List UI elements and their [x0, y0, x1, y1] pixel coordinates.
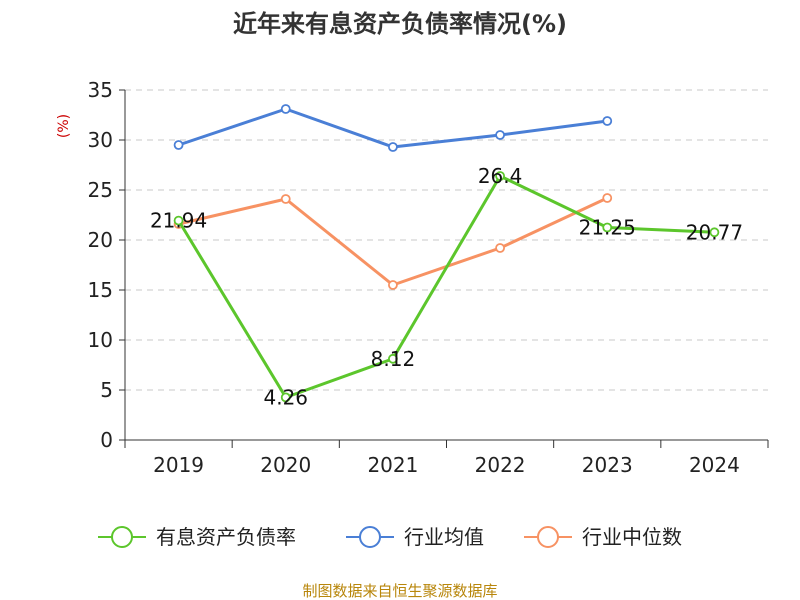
data-point — [602, 222, 613, 233]
data-point — [495, 130, 505, 140]
legend-label: 行业中位数 — [582, 525, 682, 549]
data-labels: 21.94 4.26 8.12 26.4 21.25 20.77 — [150, 164, 743, 409]
data-point — [280, 392, 291, 403]
x-tick-label: 2024 — [689, 453, 740, 477]
chart-title: 近年来有息资产负债率情况(%) — [233, 10, 567, 38]
data-label: 20.77 — [686, 220, 743, 244]
data-point — [280, 194, 291, 204]
data-label: 4.26 — [263, 385, 308, 409]
x-tick-label: 2022 — [475, 453, 526, 477]
x-tick-label: 2020 — [260, 453, 311, 477]
data-point — [173, 140, 184, 150]
y-tick-label: 10 — [88, 328, 113, 352]
series-line — [178, 107, 608, 149]
legend-swatch-marker — [111, 526, 133, 548]
data-point — [388, 280, 398, 290]
series-line — [178, 196, 608, 287]
data-point — [388, 142, 398, 152]
legend-swatch-marker — [537, 526, 559, 548]
data-point — [173, 215, 184, 226]
data-point — [602, 116, 613, 126]
legend-label: 行业均值 — [404, 525, 484, 549]
data-point — [280, 104, 291, 114]
data-point — [495, 243, 505, 253]
source-note: 制图数据来自恒生聚源数据库 — [302, 582, 497, 600]
grid-layer — [125, 89, 768, 391]
y-tick-label: 30 — [88, 128, 113, 152]
y-axis-label: (%) — [56, 114, 72, 138]
x-tick-label: 2019 — [153, 453, 204, 477]
data-label: 21.25 — [579, 216, 636, 240]
y-tick-label: 0 — [100, 428, 113, 452]
x-tick-label: 2021 — [367, 453, 418, 477]
y-tick-label: 25 — [88, 178, 113, 202]
legend-swatch-marker — [359, 526, 381, 548]
y-tick-label: 15 — [88, 278, 113, 302]
data-label: 21.94 — [150, 209, 207, 233]
legend-label: 有息资产负债率 — [156, 525, 296, 549]
data-point — [388, 353, 398, 364]
data-label: 8.12 — [371, 347, 416, 371]
data-point — [709, 227, 720, 238]
data-point — [602, 193, 613, 203]
y-tick-label: 35 — [88, 78, 113, 102]
x-tick-label: 2023 — [582, 453, 633, 477]
legend: 有息资产负债率 行业均值 行业中位数 — [98, 525, 682, 549]
axes: 0 5 10 15 20 25 30 35 2019 2020 2021 2022 2023 2024 — [88, 78, 769, 477]
series-layer — [173, 104, 720, 403]
data-label: 26.4 — [478, 164, 523, 188]
series-line — [177, 174, 715, 399]
data-point — [495, 171, 505, 181]
y-tick-label: 20 — [88, 228, 113, 252]
y-tick-label: 5 — [100, 378, 113, 402]
